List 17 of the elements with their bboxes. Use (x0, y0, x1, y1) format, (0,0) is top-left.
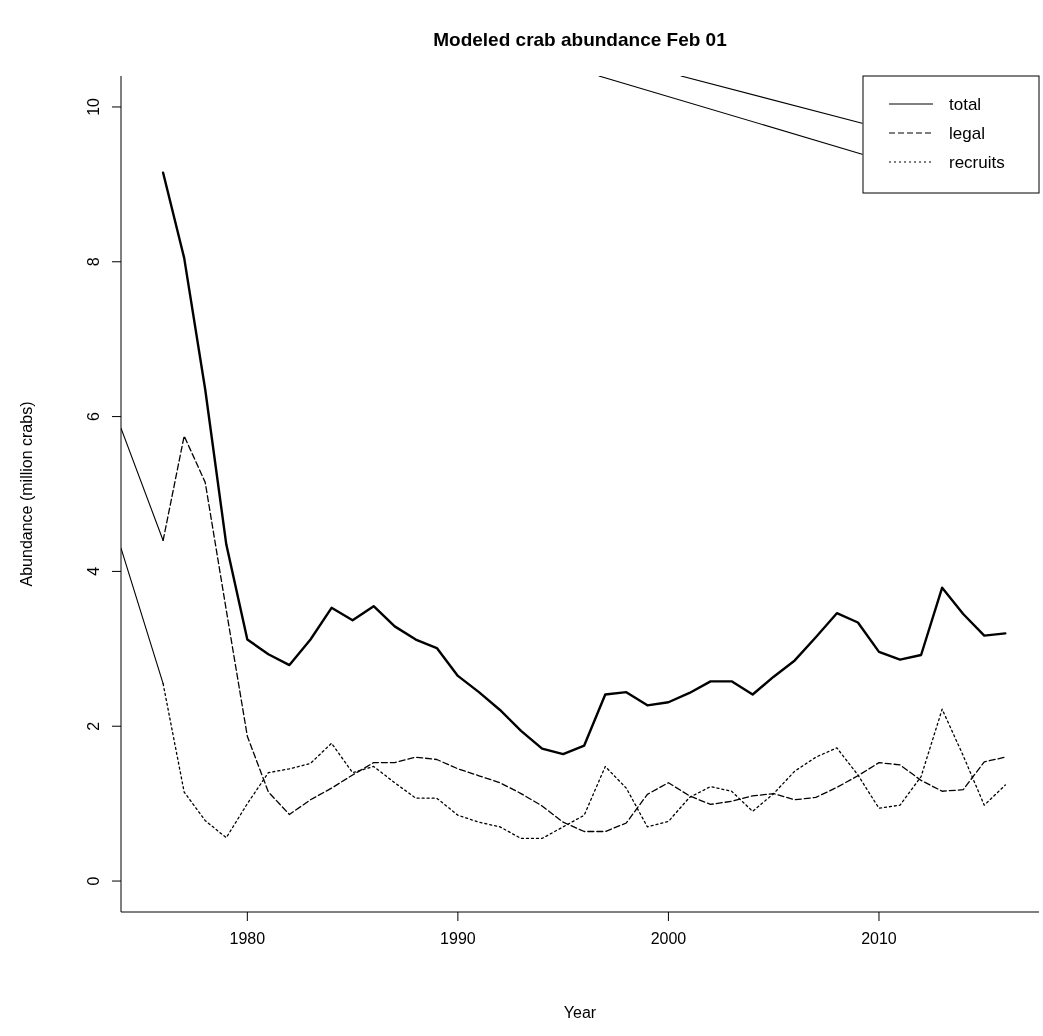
legend-label: total (949, 95, 982, 114)
y-axis-title: Abundance (million crabs) (18, 401, 35, 587)
x-tick-label: 1980 (229, 930, 266, 947)
y-tick-label: 6 (85, 412, 102, 422)
line-series (161, 171, 1007, 756)
y-tick-label: 4 (85, 566, 102, 576)
y-tick-label: 0 (85, 876, 102, 886)
x-tick-label: 1990 (440, 930, 476, 947)
y-tick-label: 8 (85, 257, 102, 267)
legend-label: legal (949, 124, 985, 143)
x-tick-label: 2000 (650, 930, 687, 947)
y-tick-label: 2 (85, 721, 102, 731)
x-axis-title: Year (563, 1004, 597, 1021)
chart-title: Modeled crab abundance Feb 01 (433, 29, 728, 50)
y-tick-label: 10 (85, 97, 102, 116)
x-tick-label: 2010 (861, 930, 897, 947)
legend-label: recruits (949, 153, 1005, 172)
